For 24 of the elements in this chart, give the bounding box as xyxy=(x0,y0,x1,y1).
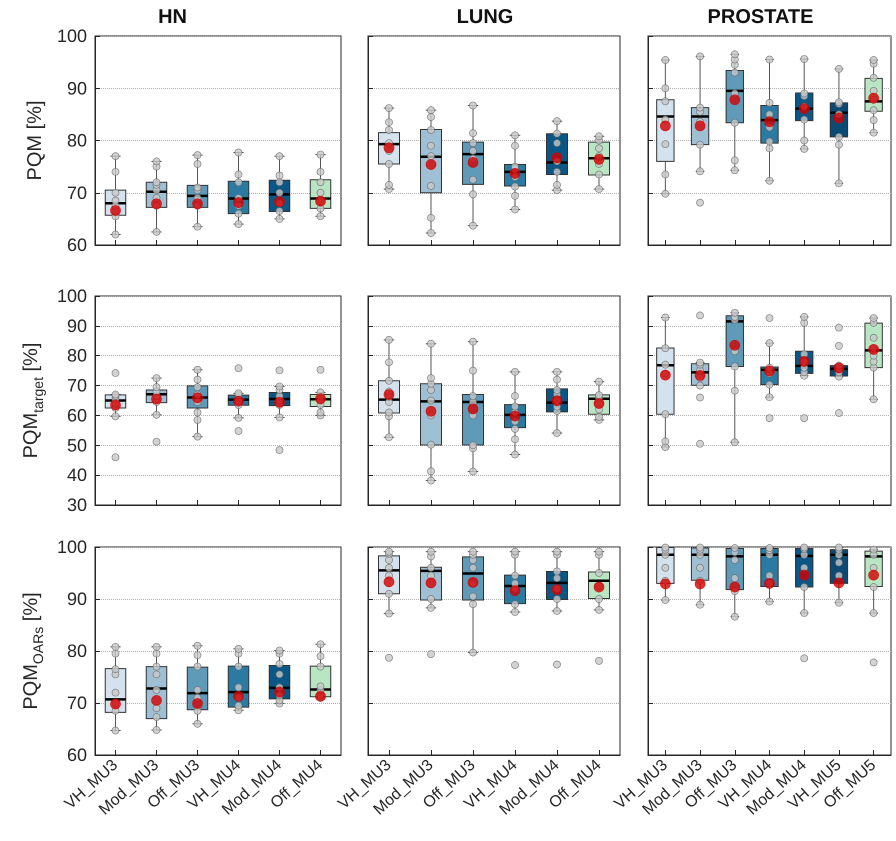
y-tick-label: 70 xyxy=(66,182,87,203)
y-tick-label: 30 xyxy=(66,495,87,515)
y-axis-title: PQMtarget [%] xyxy=(20,342,46,458)
y-tick-label: 100 xyxy=(56,26,87,46)
y-tick-label: 70 xyxy=(66,376,87,396)
y-tick-label: 40 xyxy=(66,465,87,486)
chart-title: PROSTATE xyxy=(708,6,814,28)
y-axis-title: PQMOARs [%] xyxy=(20,592,46,710)
y-tick-label: 90 xyxy=(66,589,87,609)
y-axis-title: PQM [%] xyxy=(24,100,46,181)
chart-title: HN xyxy=(158,6,187,28)
y-tick-label: 100 xyxy=(56,537,87,557)
y-tick-label: 80 xyxy=(66,641,87,661)
y-tick-label: 100 xyxy=(56,286,87,306)
y-tick-label: 60 xyxy=(66,745,87,765)
chart-title: LUNG xyxy=(456,6,514,28)
y-tick-label: 80 xyxy=(66,130,87,150)
y-tick-label: 60 xyxy=(66,235,87,255)
y-tick-label: 70 xyxy=(66,693,87,713)
y-tick-label: 90 xyxy=(66,316,87,336)
y-tick-label: 90 xyxy=(66,78,87,98)
y-tick-label: 50 xyxy=(66,435,87,456)
y-tick-label: 80 xyxy=(66,346,87,366)
y-tick-label: 60 xyxy=(66,405,87,426)
